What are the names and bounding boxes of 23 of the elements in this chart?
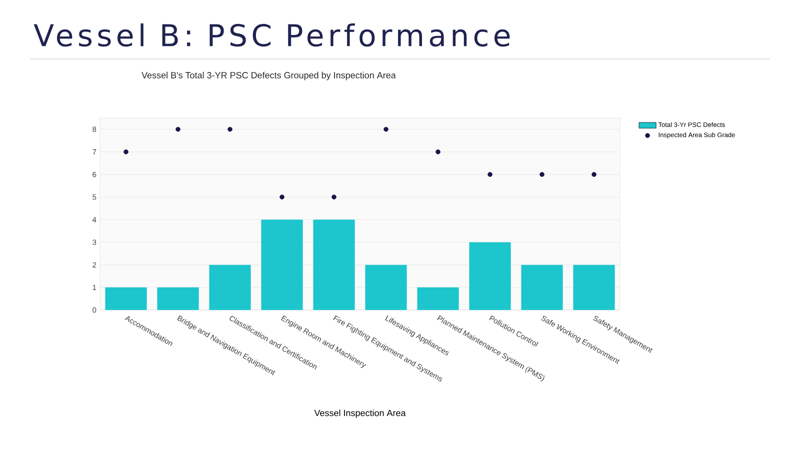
bar [417, 287, 459, 310]
bar [261, 220, 303, 310]
bar [105, 287, 147, 310]
point [332, 194, 336, 200]
point [176, 126, 180, 132]
bar [521, 264, 563, 310]
bar [573, 264, 615, 310]
x-axis-title: Vessel Inspection Area [314, 410, 406, 418]
bar [365, 264, 407, 310]
point [280, 194, 284, 200]
point [228, 126, 232, 132]
chart-subtitle: Vessel B's Total 3-YR PSC Defects Grouped by Inspection Area [142, 72, 396, 80]
chart-title: Vessel B: PSC Performance [34, 23, 510, 47]
point [488, 172, 492, 177]
point [436, 149, 440, 154]
point [540, 172, 544, 177]
bar [313, 220, 355, 310]
point [384, 126, 388, 132]
point [124, 149, 128, 154]
bar [157, 287, 199, 310]
bar [469, 242, 511, 310]
point [592, 172, 596, 177]
bar [209, 264, 251, 310]
